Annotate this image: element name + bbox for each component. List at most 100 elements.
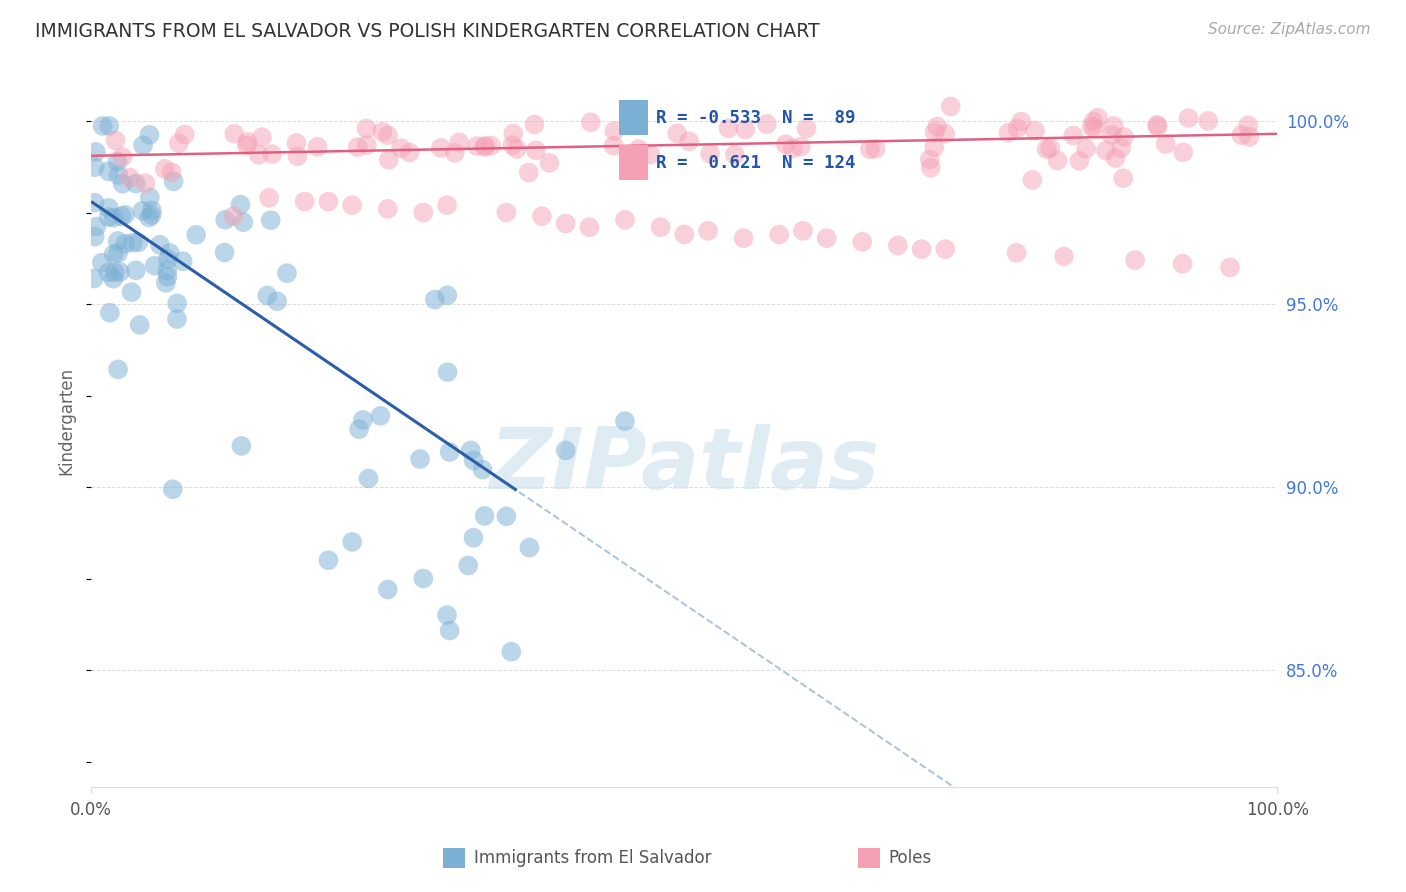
Point [1230,128,1253,142]
Point [111,150,134,164]
Point [318,553,340,567]
Point [104,265,127,279]
Point [1102,119,1125,133]
Point [125,177,148,191]
Point [97,210,120,224]
Point [666,127,689,141]
Point [131,203,153,218]
Point [107,168,129,182]
Point [162,482,184,496]
Point [98,119,121,133]
Point [83,195,105,210]
Point [463,531,485,545]
Point [1146,120,1168,134]
Point [103,271,125,285]
Point [143,259,166,273]
Point [184,227,207,242]
Point [1010,114,1032,128]
Point [107,246,129,260]
Point [436,288,458,302]
Point [755,117,778,131]
Text: IMMIGRANTS FROM EL SALVADOR VS POLISH KINDERGARTEN CORRELATION CHART: IMMIGRANTS FROM EL SALVADOR VS POLISH KI… [35,22,820,41]
Point [236,135,259,149]
Point [439,624,461,638]
Point [430,141,453,155]
Point [1024,123,1046,137]
Point [796,121,818,136]
Point [734,122,756,136]
Point [86,219,108,234]
Point [409,452,432,467]
Text: R =  0.621  N = 124: R = 0.621 N = 124 [657,153,856,171]
Point [495,205,517,219]
Point [377,582,399,597]
Point [356,121,378,136]
Point [262,147,284,161]
Point [1123,253,1146,268]
Point [1021,173,1043,187]
Point [141,208,163,222]
Point [474,508,496,523]
Point [104,134,127,148]
Point [1069,153,1091,168]
Point [859,142,882,156]
Point [724,147,747,161]
Point [465,139,488,153]
Point [1053,249,1076,263]
Point [1109,141,1132,155]
Point [436,365,458,379]
Point [506,142,529,156]
Point [156,269,179,284]
Point [107,234,129,248]
Point [83,160,105,174]
Point [443,145,465,160]
Text: Poles: Poles [889,849,932,867]
Point [471,462,494,476]
Point [250,130,273,145]
Point [346,140,368,154]
Point [340,535,363,549]
Point [501,645,523,659]
Point [1074,142,1097,156]
Point [371,125,394,139]
Point [1046,153,1069,168]
Point [1154,137,1177,152]
Point [602,138,624,153]
Point [815,231,838,245]
Point [347,422,370,436]
Point [501,138,523,153]
Point [232,215,254,229]
Point [111,209,134,223]
Point [699,146,721,161]
Point [222,209,245,223]
Point [287,149,309,163]
Point [1177,111,1199,125]
Point [352,413,374,427]
Point [614,414,637,428]
Point [1095,144,1118,158]
Point [934,242,956,256]
Point [997,126,1019,140]
Point [266,294,288,309]
Point [155,276,177,290]
Point [1112,130,1135,145]
Point [173,128,195,142]
Point [138,128,160,142]
Point [457,558,479,573]
Point [1239,129,1261,144]
Point [141,203,163,218]
Text: R = -0.533  N =  89: R = -0.533 N = 89 [657,109,856,127]
Point [918,153,941,167]
Point [172,254,194,268]
Point [1219,260,1241,275]
Point [162,174,184,188]
Point [673,227,696,242]
Point [436,198,458,212]
Point [97,265,120,279]
Point [378,153,401,167]
Point [166,296,188,310]
Point [479,138,502,153]
Point [436,608,458,623]
Point [83,229,105,244]
Point [389,141,412,155]
